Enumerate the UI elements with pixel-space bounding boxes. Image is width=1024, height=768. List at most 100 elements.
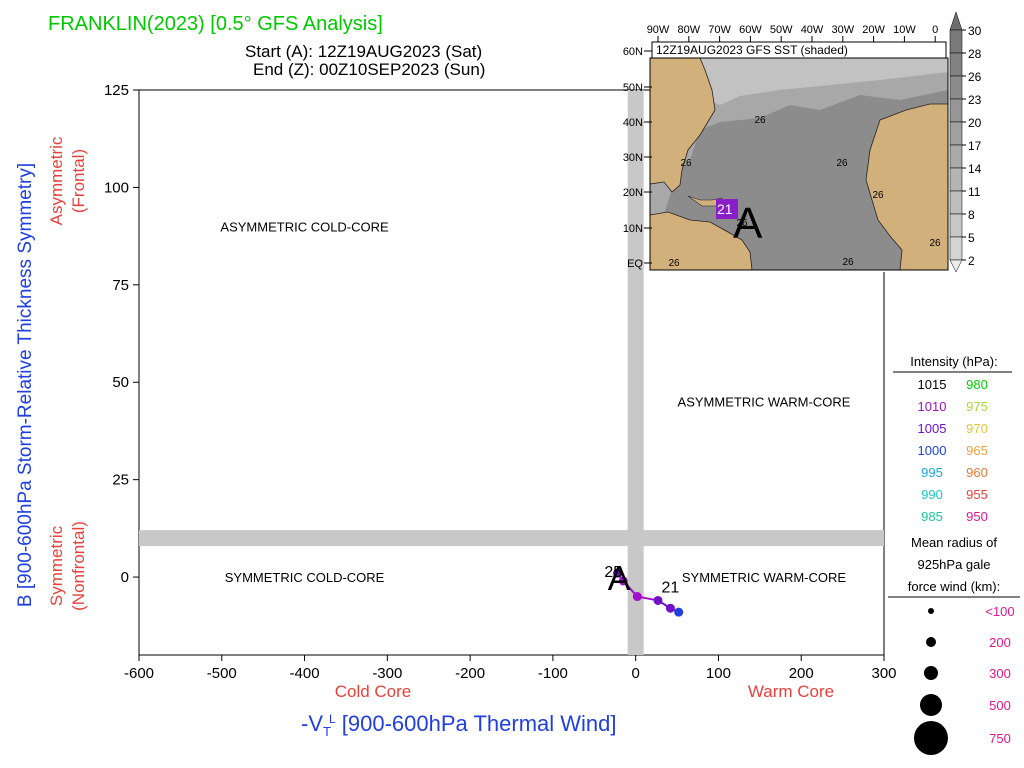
gale-radius-legend: Mean radius of 925hPa gale force wind (km)…: [888, 535, 1020, 755]
quadrant-label-3: SYMMETRIC WARM-CORE: [682, 570, 847, 585]
inset-longitude-labels: 90W 80W 70W 60W 50W 40W 30W 20W 10W 0: [647, 24, 938, 42]
track-point: [674, 607, 684, 617]
quadrant-labels: ASYMMETRIC COLD-CORE ASYMMETRIC WARM-CORE…: [220, 219, 850, 585]
track-point-label: 25: [604, 564, 622, 581]
intensity-legend-value: 1000: [918, 443, 947, 458]
figure-title: FRANKLIN(2023) [0.5° GFS Analysis]: [48, 13, 383, 35]
colorbar-swatch: [949, 144, 963, 169]
inset-start-marker: A: [733, 199, 763, 248]
x-tick-label: 100: [706, 665, 731, 682]
colorbar-swatch: [949, 29, 963, 54]
colorbar-swatch: [949, 213, 963, 238]
inset-storm-box: [716, 199, 738, 219]
x-tick-label: -200: [455, 665, 485, 682]
radius-legend-dot: [914, 721, 948, 755]
x-axis-title: -VTL [900-600hPa Thermal Wind]: [301, 711, 617, 739]
x-tick-label: -600: [124, 665, 154, 682]
colorbar-swatch: [949, 236, 963, 261]
nonfrontal-label: (Nonfrontal): [69, 521, 88, 611]
radius-legend-dot: [926, 637, 936, 647]
x-tick-label: -100: [538, 665, 568, 682]
track-point: [653, 595, 663, 605]
x-axis-title-rest: [900-600hPa Thermal Wind]: [336, 711, 617, 736]
colorbar-label: 2: [968, 254, 975, 268]
asymmetric-label: Asymmetric: [47, 136, 66, 225]
intensity-legend-title: Intensity (hPa):: [910, 354, 997, 369]
inset-lon-label: 0: [932, 24, 938, 36]
vertical-quadrant-band: [627, 90, 644, 655]
radius-legend-label: 500: [989, 698, 1011, 713]
colorbar-label: 28: [968, 47, 982, 61]
radius-legend-title: Mean radius of: [911, 535, 997, 550]
inset-lat-label: 20N: [623, 187, 643, 199]
y-tick-label: 100: [104, 179, 129, 196]
intensity-legend-value: 990: [921, 487, 943, 502]
colorbar-label: 8: [968, 208, 975, 222]
intensity-legend-value: 980: [966, 377, 988, 392]
x-tick-label: 300: [871, 665, 896, 682]
intensity-legend-value: 1010: [918, 399, 947, 414]
x-tick-label: -300: [372, 665, 402, 682]
inset-contour-label: 26: [668, 258, 680, 269]
x-axis-title-sup: L: [329, 712, 336, 726]
quadrant-label-2: SYMMETRIC COLD-CORE: [225, 570, 385, 585]
x-tick-label: 0: [631, 665, 639, 682]
intensity-legend-value: 950: [966, 509, 988, 524]
colorbar-swatch: [949, 121, 963, 146]
intensity-legend-value: 965: [966, 443, 988, 458]
y-axis-title: B [900-600hPa Storm-Relative Thickness S…: [15, 163, 36, 607]
inset-contour-labels: 26 26 26 26 26 26 26 26: [668, 115, 941, 269]
inset-lat-label: 10N: [623, 223, 643, 235]
intensity-legend-value: 1015: [918, 377, 947, 392]
radius-legend-dot: [924, 666, 938, 680]
colorbar-label: 20: [968, 116, 982, 130]
warm-core-label: Warm Core: [748, 682, 834, 701]
quadrant-label-0: ASYMMETRIC COLD-CORE: [220, 219, 389, 234]
track-point: [612, 568, 622, 578]
intensity-legend-value: 975: [966, 399, 988, 414]
symmetric-label: Symmetric: [47, 525, 66, 606]
inset-lon-label: 40W: [801, 24, 824, 36]
colorbar-swatch: [949, 190, 963, 215]
inset-ocean-cold: [650, 58, 948, 105]
inset-lon-label: 50W: [770, 24, 793, 36]
inset-lon-label: 90W: [647, 24, 670, 36]
inset-label: 12Z19AUG2023 GFS SST (shaded): [656, 43, 848, 57]
track-point: [618, 576, 628, 586]
quadrant-label-1: ASYMMETRIC WARM-CORE: [678, 395, 851, 410]
intensity-legend-value: 960: [966, 465, 988, 480]
intensity-legend: Intensity (hPa): 1015 980 1010 975 1005 970 10…: [893, 354, 1012, 524]
inset-lon-label: 80W: [677, 24, 700, 36]
colorbar-swatch: [949, 167, 963, 192]
inset-lat-label: EQ: [627, 258, 643, 270]
inset-contour-label: 26: [736, 218, 748, 229]
colorbar-bottom-cap: [949, 259, 963, 273]
inset-lon-label: 20W: [862, 24, 885, 36]
x-axis-title-prefix: -V: [301, 711, 323, 736]
colorbar-label: 14: [968, 162, 982, 176]
inset-contour-label: 26: [754, 115, 766, 126]
y-tick-label: 50: [112, 374, 129, 391]
colorbar-label: 30: [968, 24, 982, 38]
radius-legend-label: 200: [989, 635, 1011, 650]
start-time-label: Start (A): 12Z19AUG2023 (Sat): [245, 42, 482, 61]
inset-storm-label: 21: [717, 201, 733, 217]
y-axis-ticks: 0 25 50 75 100 125: [104, 82, 139, 586]
radius-legend-label: 300: [989, 666, 1011, 681]
x-tick-label: -500: [207, 665, 237, 682]
frontal-label: (Frontal): [69, 149, 88, 213]
intensity-legend-value: 955: [966, 487, 988, 502]
radius-legend-label: 750: [989, 731, 1011, 746]
radius-legend-dot: [920, 694, 942, 716]
inset-lat-label: 50N: [623, 82, 643, 94]
radius-legend-label: <100: [985, 604, 1014, 619]
inset-label-box: [651, 41, 947, 59]
inset-lon-label: 10W: [893, 24, 916, 36]
x-axis-title-sub: T: [323, 724, 331, 739]
colorbar-swatch: [949, 75, 963, 100]
intensity-legend-value: 995: [921, 465, 943, 480]
inset-lon-label: 30W: [831, 24, 854, 36]
x-tick-label: -400: [290, 665, 320, 682]
colorbar-top-cap: [949, 11, 963, 31]
